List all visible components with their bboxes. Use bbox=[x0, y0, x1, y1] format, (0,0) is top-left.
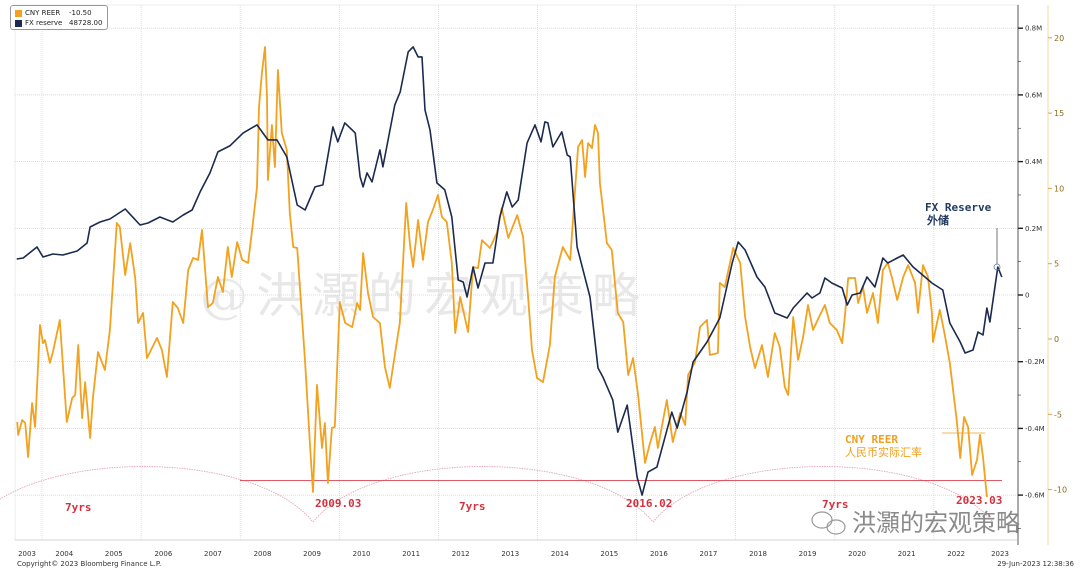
right-axis-tick-label: 10 bbox=[1054, 184, 1064, 193]
x-axis-tick-label: 2007 bbox=[204, 550, 222, 558]
series-layer bbox=[16, 46, 1003, 498]
right-axis-tick-label: 5 bbox=[1054, 260, 1059, 269]
right-axis-tick-label: 20 bbox=[1054, 34, 1064, 43]
left-axis-tick-label: 0.8M bbox=[1025, 25, 1042, 33]
cny-reer-annotation: CNY REER bbox=[845, 433, 898, 446]
x-axis-tick-label: 2006 bbox=[154, 550, 172, 558]
x-axis-tick-label: 2010 bbox=[353, 550, 371, 558]
x-axis-tick-label: 2017 bbox=[700, 550, 718, 558]
cycle-arcs bbox=[0, 466, 994, 523]
x-axis-tick-label: 2011 bbox=[402, 550, 420, 558]
right-axis-tick-label: 0 bbox=[1054, 335, 1059, 344]
x-axis-tick-label: 2023 bbox=[991, 550, 1009, 558]
fx-reserve-annotation-cn: 外储 bbox=[926, 213, 949, 227]
watermark-text: @洪灝的宏观策略 bbox=[200, 268, 648, 324]
legend-swatch-fx bbox=[15, 19, 22, 27]
legend-value: -10.50 bbox=[69, 9, 92, 17]
corner-watermark: 洪灝的宏观策略 bbox=[852, 509, 1020, 537]
date-label-2023: 2023.03 bbox=[956, 494, 1002, 507]
x-axis-tick-label: 2005 bbox=[105, 550, 123, 558]
cycle-label-1: 7yrs bbox=[65, 501, 92, 514]
x-axis-tick-label: 2012 bbox=[452, 550, 470, 558]
date-label-2009: 2009.03 bbox=[315, 497, 361, 510]
cycle-arc bbox=[652, 466, 994, 523]
x-axis-ticks: 2003 2004 2005 2006 2007 2008 2009 2010 2011 2012… bbox=[15, 539, 1018, 558]
fx-reserve-marker bbox=[993, 263, 1001, 271]
cycle-arc bbox=[0, 466, 314, 523]
legend-swatch-reer bbox=[15, 9, 22, 17]
x-axis-tick-label: 2021 bbox=[898, 550, 916, 558]
x-axis-tick-label: 2022 bbox=[947, 550, 965, 558]
legend-item-reer: CNY REER -10.50 bbox=[15, 8, 103, 18]
axes: 0.8M 0.6M 0.4M 0.2M 0 -0.2M -0.4M -0.6M 20 15 10 5 0… bbox=[1017, 5, 1067, 545]
legend: CNY REER -10.50 FX reserve 48728.00 bbox=[10, 5, 108, 30]
x-axis-tick-label: 2018 bbox=[749, 550, 767, 558]
legend-item-fx: FX reserve 48728.00 bbox=[15, 18, 103, 28]
timestamp: 29-Jun-2023 12:38:36 bbox=[997, 560, 1074, 568]
x-axis-tick-label: 2003 bbox=[18, 550, 36, 558]
x-axis-tick-label: 2014 bbox=[551, 550, 569, 558]
legend-label: CNY REER bbox=[25, 9, 61, 17]
x-axis-tick-label: 2016 bbox=[650, 550, 668, 558]
fx-reserve-annotation: FX Reserve bbox=[925, 201, 992, 214]
x-axis-tick-label: 2009 bbox=[303, 550, 321, 558]
left-axis-tick-label: -0.4M bbox=[1025, 425, 1045, 433]
copyright: Copyright© 2023 Bloomberg Finance L.P. bbox=[17, 560, 162, 568]
x-axis-tick-label: 2019 bbox=[799, 550, 817, 558]
series-line-fx-reserve bbox=[16, 46, 1003, 496]
left-axis-tick-label: -0.2M bbox=[1025, 358, 1045, 366]
cycle-label-2: 7yrs bbox=[459, 500, 486, 513]
left-axis-tick-label: -0.6M bbox=[1025, 492, 1045, 500]
cny-reer-annotation-cn: 人民币实际汇率 bbox=[845, 445, 922, 459]
x-axis-tick-label: 2015 bbox=[600, 550, 618, 558]
left-axis-tick-label: 0.4M bbox=[1025, 158, 1042, 166]
legend-label: FX reserve bbox=[25, 19, 63, 27]
date-label-2016: 2016.02 bbox=[626, 497, 672, 510]
cycle-label-3: 7yrs bbox=[822, 498, 849, 511]
legend-value: 48728.00 bbox=[69, 19, 103, 27]
series-line-cny-reer bbox=[16, 46, 988, 498]
left-axis-tick-label: 0.2M bbox=[1025, 225, 1042, 233]
left-axis-tick-label: 0.6M bbox=[1025, 91, 1042, 99]
right-axis-tick-label: -10 bbox=[1054, 486, 1067, 495]
x-axis-tick-label: 2004 bbox=[55, 550, 73, 558]
series-points bbox=[16, 46, 1002, 498]
x-axis-tick-label: 2013 bbox=[501, 550, 519, 558]
right-axis-tick-label: -5 bbox=[1054, 410, 1062, 419]
left-axis-tick-label: 0 bbox=[1025, 292, 1029, 300]
cycle-arc bbox=[312, 466, 654, 523]
wechat-logo-icon bbox=[811, 511, 846, 535]
x-axis-tick-label: 2008 bbox=[254, 550, 272, 558]
right-axis-tick-label: 15 bbox=[1054, 109, 1064, 118]
x-axis-tick-label: 2020 bbox=[848, 550, 866, 558]
